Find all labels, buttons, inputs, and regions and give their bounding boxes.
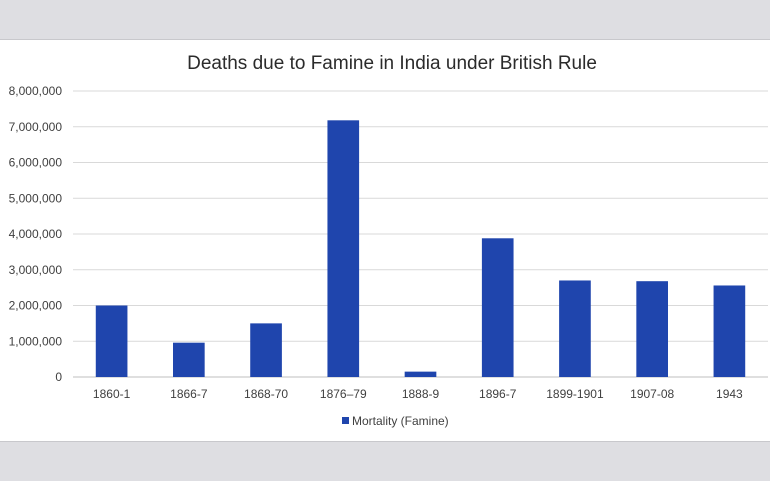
- bar: [95, 305, 128, 377]
- y-tick-label: 0: [55, 370, 62, 384]
- bar: [173, 342, 205, 377]
- y-tick-label: 3,000,000: [9, 263, 63, 277]
- y-tick-label: 2,000,000: [9, 299, 63, 313]
- y-tick-label: 6,000,000: [9, 156, 63, 170]
- bar: [559, 280, 591, 377]
- x-axis-ticks: 1860-1 1866-7 1868-70 1876–79 1888-9 1896-7 18…: [93, 387, 743, 401]
- x-tick-label: 1899-1901: [546, 387, 604, 401]
- x-tick-label: 1866-7: [170, 387, 208, 401]
- legend-label: Mortality (Famine): [352, 414, 449, 428]
- x-tick-label: 1888-9: [402, 387, 440, 401]
- y-tick-label: 5,000,000: [9, 191, 63, 205]
- bar: [713, 285, 746, 377]
- bar: [404, 371, 437, 377]
- y-tick-label: 1,000,000: [9, 334, 63, 348]
- x-tick-label: 1860-1: [93, 387, 131, 401]
- x-tick-label: 1868-70: [244, 387, 288, 401]
- bar: [327, 120, 360, 377]
- y-tick-label: 4,000,000: [9, 227, 63, 241]
- x-tick-label: 1943: [716, 387, 743, 401]
- y-axis-ticks: 0 1,000,000 2,000,000 3,000,000 4,000,000 5,0…: [9, 84, 63, 384]
- chart-title: Deaths due to Famine in India under Brit…: [187, 53, 597, 74]
- x-tick-label: 1907-08: [630, 387, 674, 401]
- legend: Mortality (Famine): [342, 414, 449, 428]
- x-tick-label: 1896-7: [479, 387, 517, 401]
- y-tick-label: 7,000,000: [9, 120, 63, 134]
- bars: [95, 120, 746, 377]
- x-tick-label: 1876–79: [320, 387, 367, 401]
- bar: [481, 238, 514, 377]
- y-tick-label: 8,000,000: [9, 84, 63, 98]
- bar: [250, 323, 282, 377]
- bar: [636, 281, 668, 377]
- legend-swatch: [342, 417, 349, 424]
